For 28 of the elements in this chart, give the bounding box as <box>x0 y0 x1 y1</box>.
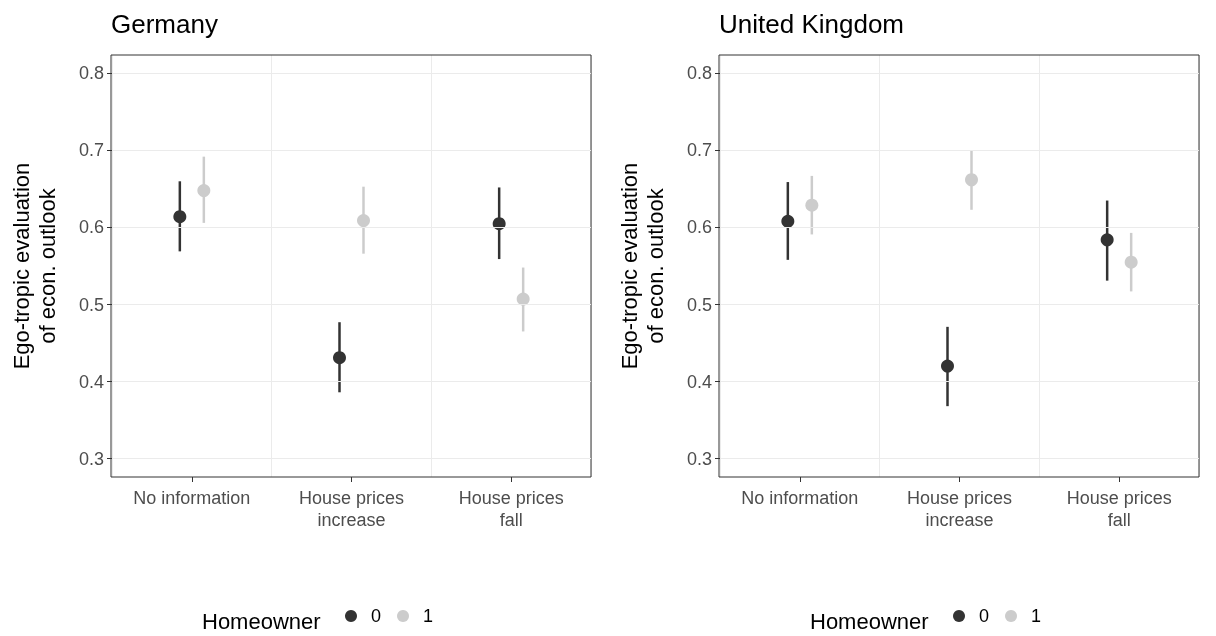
legend-label: 0 <box>979 606 990 626</box>
y-tick-label: 0.3 <box>78 448 104 469</box>
legend-label: 1 <box>423 606 434 626</box>
chart-title: United Kingdom <box>719 9 904 39</box>
x-tick-label: House prices increase <box>298 488 405 530</box>
y-tick-label: 0.8 <box>686 63 712 84</box>
y-tick-label: 0.6 <box>686 217 712 238</box>
y-tick-label: 0.5 <box>686 294 712 315</box>
legend-title: Homeowner <box>202 608 321 634</box>
y-tick-label: 0.7 <box>78 140 104 161</box>
y-tick-label: 0.5 <box>78 294 104 315</box>
y-tick-label: 0.3 <box>686 448 712 469</box>
y-tick-label: 0.7 <box>686 140 712 161</box>
y-axis-title: Ego-tropic evaluation of econ. outlook <box>8 162 60 370</box>
x-tick-label: House prices fall <box>458 488 564 530</box>
x-tick-label: No information <box>133 488 251 508</box>
y-tick-label: 0.4 <box>686 371 712 392</box>
legend-label: 1 <box>1031 606 1042 626</box>
y-tick-label: 0.6 <box>78 217 104 238</box>
chart-title: Germany <box>111 9 218 39</box>
x-tick-label: No information <box>741 488 859 508</box>
y-axis-title: Ego-tropic evaluation of econ. outlook <box>616 162 668 370</box>
y-tick-label: 0.4 <box>78 371 104 392</box>
y-tick-label: 0.8 <box>78 63 104 84</box>
legend-title: Homeowner <box>810 608 929 634</box>
legend-label: 0 <box>371 606 382 626</box>
x-tick-label: House prices fall <box>1066 488 1172 530</box>
x-tick-label: House prices increase <box>906 488 1013 530</box>
